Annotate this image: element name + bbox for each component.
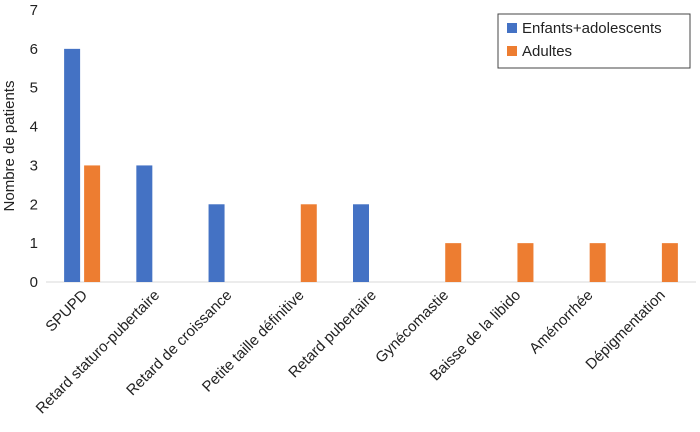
x-tick-label: Gynécomastie — [372, 287, 452, 367]
y-tick-label: 4 — [30, 119, 38, 136]
y-axis-title: Nombre de patients — [1, 81, 18, 212]
bar-adultes-0 — [84, 165, 101, 282]
bar-enfants-2 — [208, 204, 225, 282]
legend-swatch-enfants — [507, 23, 517, 33]
bar-adultes-8 — [661, 243, 678, 282]
x-tick-label: Aménorrhée — [526, 287, 596, 357]
y-tick-label: 6 — [30, 41, 38, 58]
y-tick-label: 3 — [30, 157, 38, 174]
bar-enfants-4 — [353, 204, 369, 282]
bar-enfants-1 — [136, 165, 153, 282]
y-axis-ticks: 0 1 2 3 4 5 6 7 — [30, 2, 38, 291]
bar-adultes-6 — [517, 243, 534, 282]
legend-label-adultes: Adultes — [522, 43, 572, 60]
x-tick-label: Retard staturo-pubertaire — [33, 287, 164, 418]
bar-enfants-0 — [64, 48, 81, 282]
legend-label-enfants: Enfants+adolescents — [522, 20, 662, 37]
y-tick-label: 5 — [30, 80, 38, 97]
y-tick-label: 0 — [30, 274, 38, 291]
y-tick-label: 1 — [30, 235, 38, 252]
y-tick-label: 7 — [30, 2, 38, 19]
legend-frame — [497, 13, 691, 69]
legend: Enfants+adolescents Adultes — [497, 13, 691, 69]
y-tick-label: 2 — [30, 196, 38, 213]
x-tick-label: SPUPD — [42, 287, 91, 336]
bars — [64, 48, 678, 282]
bar-adultes-3 — [300, 204, 317, 282]
bar-adultes-7 — [589, 243, 606, 282]
legend-swatch-adultes — [507, 46, 517, 56]
bar-adultes-5 — [445, 243, 462, 282]
